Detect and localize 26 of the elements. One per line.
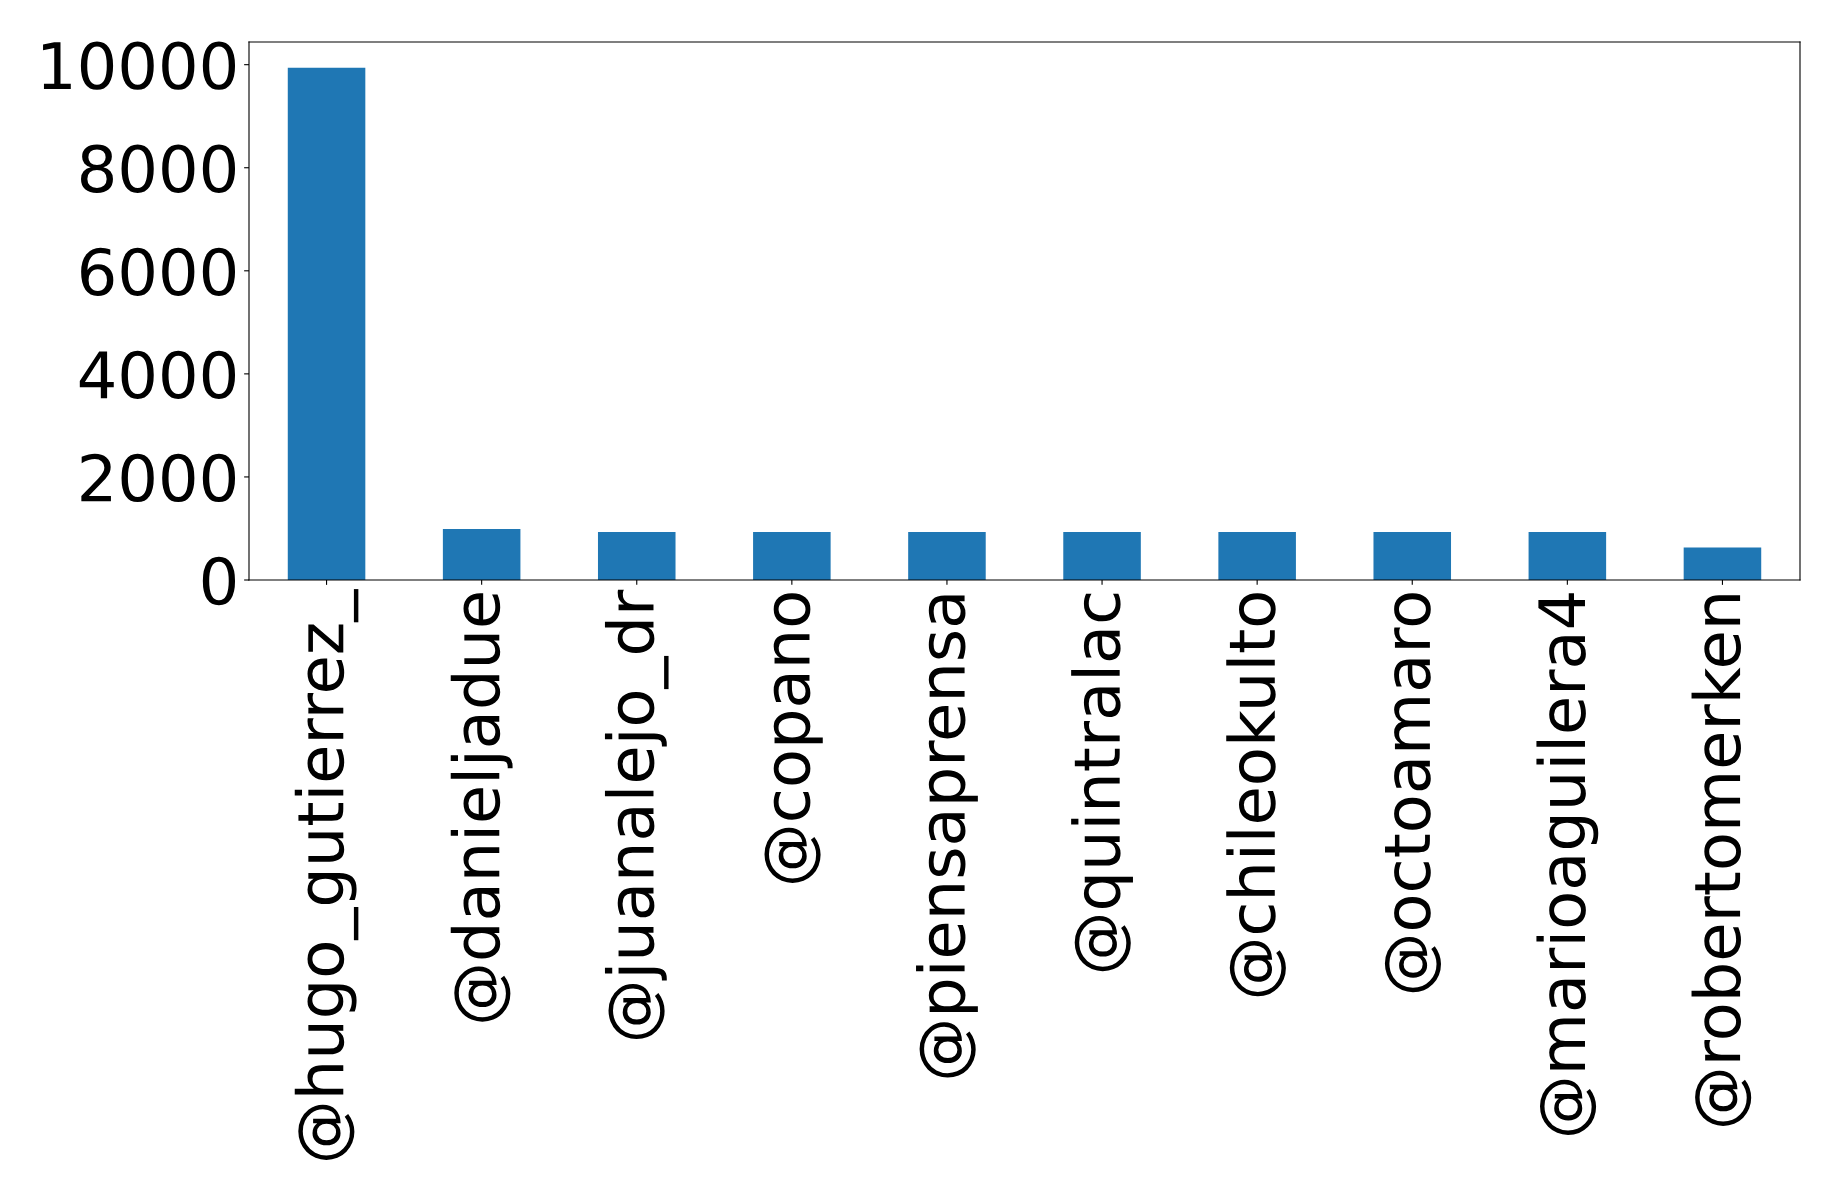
- x-tick-label: @octoamaro: [1384, 593, 1441, 993]
- bar: [287, 67, 366, 580]
- x-tick-label: @piensaprensa: [916, 595, 978, 1078]
- y-tick-label: 4000: [79, 350, 236, 400]
- bar: [442, 528, 521, 580]
- bar: [908, 532, 986, 580]
- x-tick-label: @marioaguilera4: [1536, 593, 1599, 1135]
- bar: [1683, 547, 1762, 580]
- bar: [753, 532, 831, 580]
- bar: [1218, 532, 1296, 580]
- y-tick-label: 10000: [43, 41, 236, 90]
- bar: [1528, 532, 1607, 580]
- y-tick-label: 0: [202, 556, 236, 606]
- x-tick-label: @juanalejo_dr: [604, 589, 669, 1040]
- x-tick-label: @hugo_gutierrez_: [294, 589, 359, 1160]
- x-tick-label: @danieljadue: [450, 593, 513, 1022]
- x-tick-label: @quintralac: [1071, 593, 1133, 972]
- x-tick-label: @robertomerken: [1691, 595, 1752, 1126]
- x-tick-label: @copano: [764, 593, 823, 883]
- bar: [1063, 532, 1141, 580]
- x-tick-label: @chileokulto: [1226, 593, 1286, 997]
- bar: [597, 532, 676, 580]
- y-tick-label: 2000: [81, 453, 236, 503]
- y-tick-label: 6000: [81, 247, 236, 296]
- y-tick-label: 8000: [81, 144, 236, 193]
- bar: [1373, 532, 1452, 580]
